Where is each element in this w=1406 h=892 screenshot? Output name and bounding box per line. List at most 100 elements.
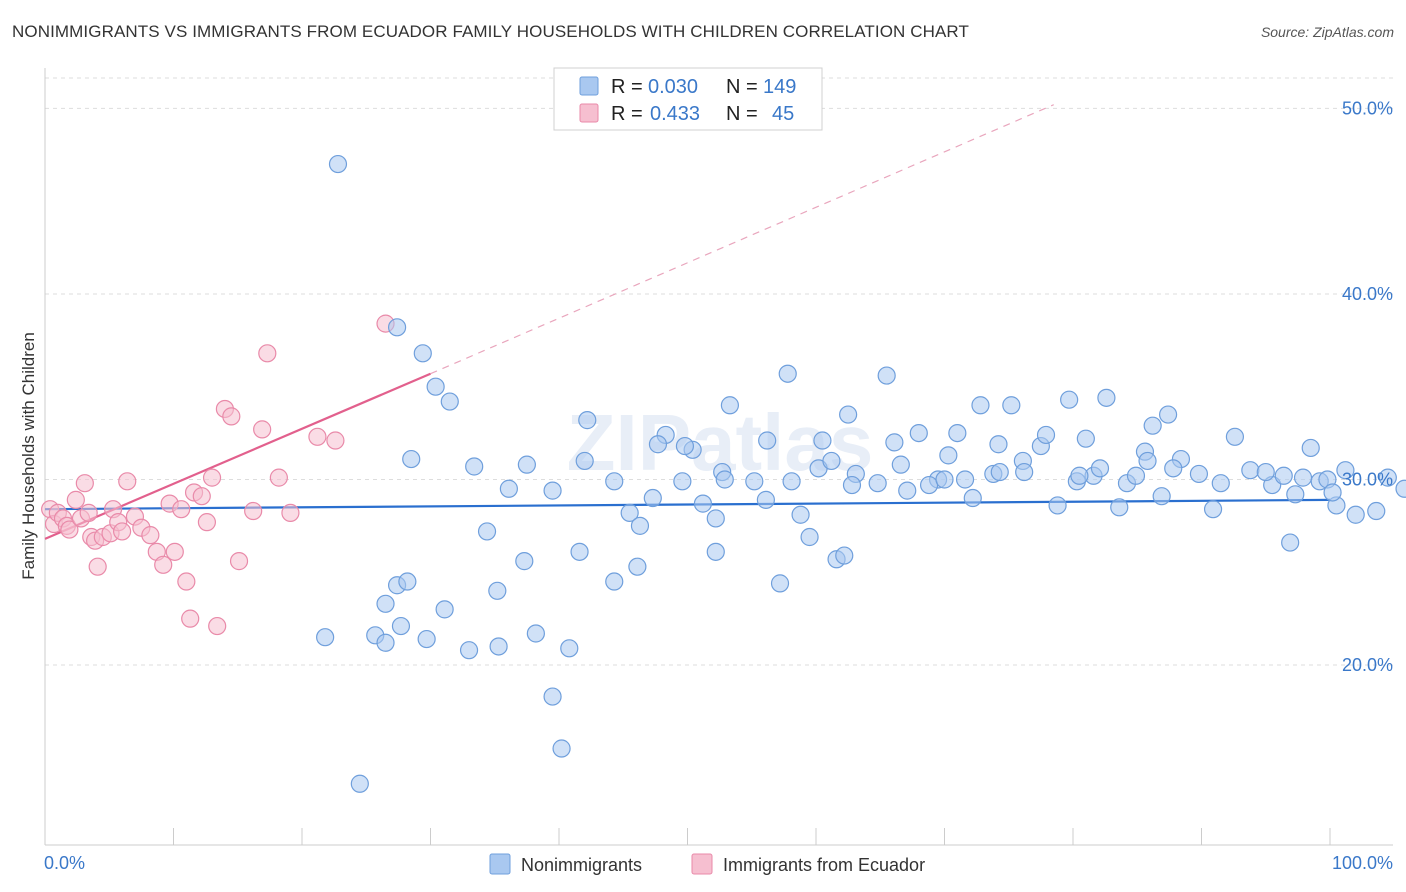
data-point-ecuador	[177, 572, 196, 591]
data-point-nonimmigrant	[387, 318, 407, 337]
stats-swatch-blue	[579, 76, 599, 96]
chart-title: NONIMMIGRANTS VS IMMIGRANTS FROM ECUADOR…	[12, 22, 969, 41]
data-point-nonimmigrant	[1070, 466, 1089, 485]
data-point-ecuador	[112, 522, 132, 541]
data-point-nonimmigrant	[756, 490, 775, 509]
data-point-nonimmigrant	[1301, 438, 1320, 458]
data-point-nonimmigrant	[1274, 466, 1293, 485]
data-point-ecuador	[141, 526, 160, 545]
data-point-ecuador	[88, 557, 107, 576]
data-point-nonimmigrant	[1126, 466, 1146, 485]
data-point-nonimmigrant	[560, 639, 579, 658]
stat-n-label-1: N =	[726, 76, 758, 98]
data-point-nonimmigrant	[391, 616, 411, 636]
data-point-nonimmigrant	[1211, 474, 1230, 493]
data-point-nonimmigrant	[948, 423, 967, 443]
data-point-nonimmigrant	[1048, 496, 1067, 515]
stats-box: R = 0.030 N = 149 R = 0.433 N = 45	[553, 67, 823, 131]
data-point-ecuador	[165, 542, 184, 561]
data-point-ecuador	[253, 420, 272, 439]
data-point-nonimmigrant	[1152, 487, 1171, 506]
data-point-nonimmigrant	[955, 470, 975, 489]
y-tick-label: 40.0%	[1342, 284, 1393, 304]
data-point-ecuador	[154, 555, 173, 574]
tick-labels: 20.0% 30.0% 40.0% 50.0% 0.0% 100.0%	[44, 98, 1393, 873]
legend-label-nonimmigrants: Nonimmigrants	[521, 855, 642, 875]
data-point-nonimmigrant	[605, 472, 624, 491]
data-point-nonimmigrant	[1189, 464, 1209, 484]
data-point-nonimmigrant	[822, 451, 841, 471]
data-point-nonimmigrant	[552, 739, 571, 758]
data-point-nonimmigrant	[1336, 461, 1355, 480]
y-axis-label: Family Households with Children	[19, 332, 38, 580]
data-point-nonimmigrant	[791, 505, 810, 524]
data-point-nonimmigrant	[1256, 462, 1275, 482]
stat-n-value-2: 45	[772, 103, 794, 125]
data-point-nonimmigrant	[515, 552, 534, 571]
data-point-nonimmigrant	[1281, 533, 1300, 552]
data-point-nonimmigrant	[477, 522, 497, 541]
trend-line-nonimmigrants	[44, 498, 1331, 511]
data-points	[41, 154, 1406, 793]
stat-r-label-2: R =	[611, 103, 643, 125]
data-point-nonimmigrant	[1036, 425, 1056, 445]
data-point-nonimmigrant	[693, 494, 713, 513]
data-point-ecuador	[75, 474, 94, 493]
data-point-nonimmigrant	[578, 411, 597, 430]
data-point-nonimmigrant	[720, 396, 740, 415]
data-point-ecuador	[60, 520, 79, 539]
data-point-nonimmigrant	[459, 641, 479, 660]
data-point-nonimmigrant	[898, 481, 917, 500]
data-point-nonimmigrant	[413, 344, 432, 363]
data-point-nonimmigrant	[440, 392, 459, 411]
data-point-nonimmigrant	[813, 431, 832, 450]
data-point-ecuador	[172, 500, 191, 519]
data-point-nonimmigrant	[426, 377, 445, 396]
data-point-ecuador	[208, 616, 227, 636]
data-point-nonimmigrant	[770, 574, 790, 593]
data-point-nonimmigrant	[1060, 390, 1079, 409]
data-point-nonimmigrant	[402, 449, 421, 469]
data-point-nonimmigrant	[782, 472, 801, 491]
data-point-nonimmigrant	[1158, 405, 1178, 424]
data-point-nonimmigrant	[648, 435, 668, 454]
stat-n-value-1: 149	[763, 76, 796, 98]
data-point-nonimmigrant	[778, 364, 797, 383]
data-point-nonimmigrant	[868, 474, 887, 493]
data-point-nonimmigrant	[630, 516, 650, 535]
data-point-nonimmigrant	[1286, 485, 1305, 504]
data-point-nonimmigrant	[543, 481, 562, 500]
trend-line-ecuador-extension	[430, 104, 1054, 375]
data-point-nonimmigrant	[1346, 505, 1365, 524]
data-point-nonimmigrant	[1164, 459, 1183, 478]
data-point-nonimmigrant	[1293, 468, 1313, 487]
data-point-ecuador	[222, 407, 241, 426]
data-point-nonimmigrant	[877, 366, 896, 385]
data-point-ecuador	[258, 344, 277, 363]
data-point-nonimmigrant	[1110, 498, 1129, 517]
data-point-nonimmigrant	[989, 435, 1008, 454]
data-point-nonimmigrant	[745, 472, 764, 491]
data-point-nonimmigrant	[1097, 388, 1116, 407]
data-point-ecuador	[202, 468, 222, 487]
data-point-nonimmigrant	[715, 470, 734, 489]
data-point-nonimmigrant	[526, 624, 545, 643]
data-point-nonimmigrant	[800, 527, 819, 547]
data-point-nonimmigrant	[435, 600, 454, 619]
data-point-nonimmigrant	[328, 154, 348, 174]
data-point-nonimmigrant	[909, 423, 928, 443]
data-point-nonimmigrant	[1090, 459, 1110, 478]
data-point-nonimmigrant	[1323, 483, 1342, 502]
data-point-nonimmigrant	[1367, 501, 1386, 521]
data-point-ecuador	[192, 487, 211, 506]
data-point-nonimmigrant	[1378, 468, 1397, 487]
data-point-nonimmigrant	[620, 503, 639, 522]
data-point-nonimmigrant	[643, 488, 662, 508]
data-point-nonimmigrant	[1225, 427, 1245, 446]
data-point-nonimmigrant	[842, 475, 862, 495]
data-point-nonimmigrant	[605, 572, 624, 591]
y-tick-label: 50.0%	[1342, 98, 1393, 118]
source-credit: Source: ZipAtlas.com	[1260, 24, 1394, 40]
data-point-nonimmigrant	[1002, 396, 1021, 415]
